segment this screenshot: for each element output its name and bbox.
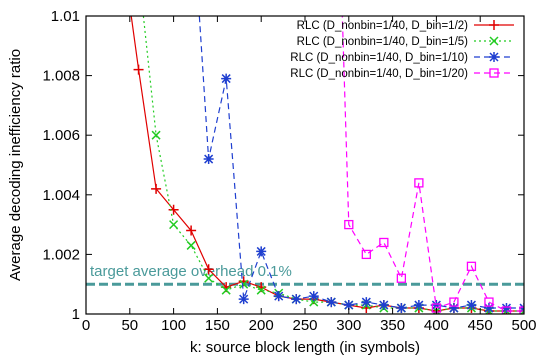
series-4-point <box>361 249 371 260</box>
series-4-point <box>396 273 407 283</box>
series-3-point <box>483 303 494 314</box>
series-1-point <box>133 64 144 75</box>
x-tick-label: 200 <box>249 317 274 334</box>
series-3-point <box>238 294 249 305</box>
series-2-point <box>256 285 266 295</box>
series-1-point <box>203 264 214 275</box>
series-4-line <box>341 16 524 312</box>
axes: 0 50 100 150 200 250 300 350 400 450 500 1 1.002 1.00… <box>42 8 536 334</box>
series-4-point <box>414 178 424 188</box>
series-3-point <box>448 303 459 314</box>
x-tick-label: 350 <box>380 317 405 334</box>
series-2-point <box>204 273 214 283</box>
series-3-point <box>203 154 214 165</box>
legend-label-2: RLC (D_nonbin=1/40, D_bin=1/5) <box>297 36 469 48</box>
series-3-point <box>501 303 512 314</box>
series-3-point <box>221 73 232 84</box>
series-1-point <box>186 225 197 236</box>
series-4-point <box>466 261 477 271</box>
series-4-point <box>519 306 524 314</box>
series-4-point <box>449 297 459 307</box>
series-group <box>130 16 524 314</box>
x-tick-label: 250 <box>292 317 317 334</box>
legend-marker-1 <box>489 20 499 30</box>
x-axis-title: k: source block length (in symbols) <box>190 339 420 356</box>
y-tick-label: 1 <box>72 306 80 323</box>
legend-label-4: RLC (D_nonbin=1/40, D_bin=1/20) <box>290 68 468 80</box>
series-4-point <box>379 237 389 248</box>
x-tick-label: 300 <box>336 317 361 334</box>
y-tick-label: 1.01 <box>51 8 80 25</box>
series-2-point <box>151 130 161 140</box>
y-tick-label: 1.008 <box>42 68 80 85</box>
y-tick-label: 1.004 <box>42 187 80 204</box>
series-1-point <box>151 183 162 194</box>
series-4-point <box>501 306 512 314</box>
x-tick-label: 100 <box>161 317 186 334</box>
series-3-point <box>256 246 267 257</box>
series-2-point <box>186 240 196 250</box>
series-3-point <box>308 291 319 302</box>
series-2-point <box>169 220 179 230</box>
series-3-point <box>343 300 354 311</box>
series-3-point <box>326 297 337 308</box>
x-tick-label: 500 <box>511 317 536 334</box>
x-tick-label: 400 <box>424 317 449 334</box>
reference-line-label: target average overhead 0.1% <box>90 263 292 280</box>
series-4-point <box>484 297 494 307</box>
x-tick-label: 150 <box>205 317 230 334</box>
plot-area: target average overhead 0.1% <box>86 16 524 314</box>
series-2-point <box>239 279 249 289</box>
y-axis-title: Average decoding inefficiency ratio <box>7 49 24 281</box>
series-3-point <box>291 294 302 305</box>
series-3 <box>198 16 524 314</box>
series-3-point <box>413 300 424 311</box>
series-3-point <box>396 303 407 314</box>
series-3-line <box>198 16 524 309</box>
y-tick-label: 1.002 <box>42 246 80 263</box>
x-tick-label: 0 <box>82 317 90 334</box>
series-3-point <box>361 297 372 308</box>
legend-marker-4 <box>489 68 499 78</box>
legend: RLC (D_nonbin=1/40, D_bin=1/2) RLC (D_non… <box>290 20 514 80</box>
series-3-point <box>466 300 477 311</box>
legend-marker-2 <box>489 36 499 46</box>
x-tick-label: 450 <box>468 317 493 334</box>
series-4-point <box>344 219 354 230</box>
series-3-point <box>431 300 442 311</box>
legend-label-1: RLC (D_nonbin=1/40, D_bin=1/2) <box>297 20 469 32</box>
y-tick-label: 1.006 <box>42 127 80 144</box>
series-3-point <box>273 291 284 302</box>
legend-label-3: RLC (D_nonbin=1/40, D_bin=1/10) <box>290 52 468 64</box>
legend-marker-3 <box>489 52 499 62</box>
series-2-point <box>221 285 231 295</box>
x-tick-label: 50 <box>121 317 138 334</box>
series-3-point <box>378 300 389 311</box>
